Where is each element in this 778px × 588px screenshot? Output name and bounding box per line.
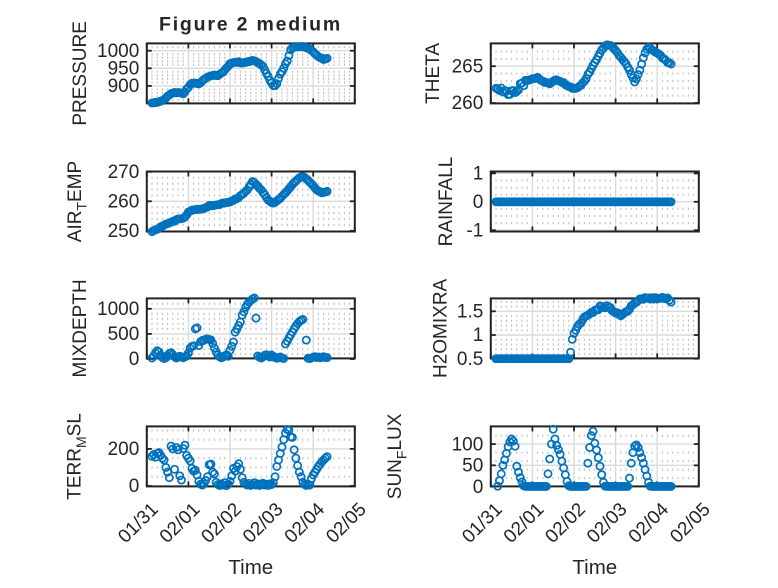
svg-text:SUNFLUX: SUNFLUX [385,413,410,499]
svg-text:RAINFALL: RAINFALL [436,157,457,247]
svg-text:500: 500 [108,324,140,345]
svg-text:100: 100 [452,434,484,455]
svg-text:200: 200 [108,439,140,460]
svg-text:900: 900 [108,76,140,97]
svg-text:Time: Time [228,556,273,579]
svg-text:PRESSURE: PRESSURE [70,21,91,126]
svg-text:260: 260 [452,93,484,114]
svg-text:1000: 1000 [97,299,139,320]
svg-text:265: 265 [452,56,484,77]
svg-text:1: 1 [473,325,484,346]
svg-text:-1: -1 [466,220,483,241]
svg-text:0.5: 0.5 [457,349,483,370]
svg-text:270: 270 [108,162,140,183]
svg-text:0: 0 [473,192,484,213]
svg-text:THETA: THETA [423,43,444,104]
svg-text:250: 250 [108,221,140,242]
svg-text:0: 0 [473,477,484,498]
svg-text:950: 950 [108,59,140,80]
svg-text:0: 0 [129,349,140,370]
svg-text:AIRTEMP: AIRTEMP [65,161,90,242]
svg-text:50: 50 [462,456,483,477]
svg-text:0: 0 [129,476,140,497]
svg-text:H2OMIXRA: H2OMIXRA [430,278,451,378]
svg-text:260: 260 [108,192,140,213]
svg-text:TERRMSL: TERRMSL [65,413,90,500]
svg-text:1000: 1000 [97,41,139,62]
svg-text:Figure 2 medium: Figure 2 medium [159,13,342,35]
svg-text:1: 1 [473,164,484,185]
svg-text:1.5: 1.5 [457,302,483,323]
svg-text:Time: Time [572,556,617,579]
svg-text:MIXDEPTH: MIXDEPTH [70,279,91,377]
